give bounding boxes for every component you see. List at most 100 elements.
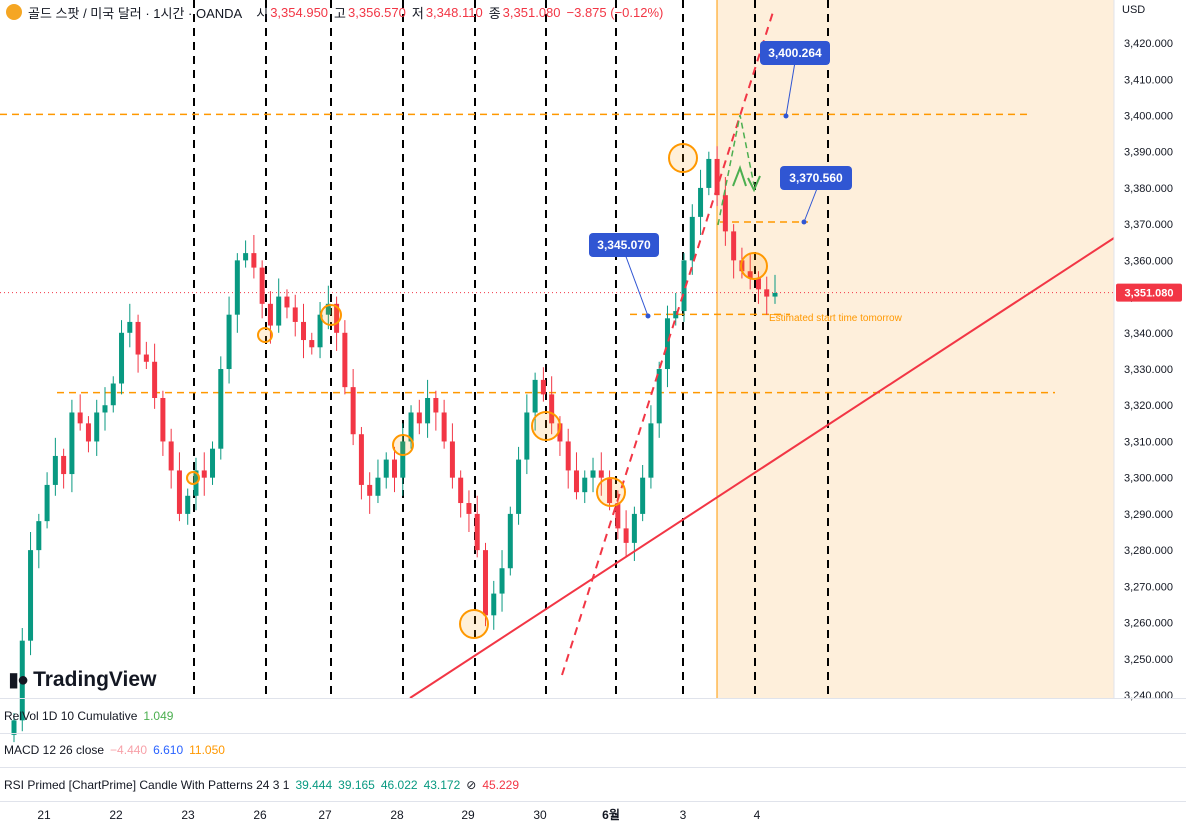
- x-tick-label-5: 28: [390, 808, 404, 822]
- y-tick-label-13: 3,370.000: [1124, 219, 1173, 231]
- currency-label[interactable]: USD: [1122, 4, 1146, 16]
- x-tick-label-3: 26: [253, 808, 267, 822]
- no-signal-icon: ⊘: [466, 778, 477, 792]
- high-value: 3,356.570: [348, 4, 406, 20]
- candle-body-91: [764, 289, 770, 297]
- pattern-circle-4: [740, 252, 768, 280]
- relvol-indicator[interactable]: RelVol 1D 10 Cumulative 1.049: [4, 709, 179, 723]
- candle-body-66: [557, 423, 563, 442]
- candle-body-33: [284, 296, 290, 308]
- candle-body-55: [466, 503, 472, 514]
- candle-body-31: [267, 303, 273, 326]
- candle-body-30: [259, 267, 265, 304]
- candle-body-73: [615, 503, 621, 529]
- candle-body-49: [416, 412, 422, 424]
- x-tick-label-1: 22: [109, 808, 123, 822]
- candle-body-24: [210, 448, 216, 478]
- time-axis-divider: [0, 801, 1186, 802]
- candle-body-92: [772, 292, 778, 297]
- candle-body-43: [367, 484, 373, 496]
- y-tick-label-18: 3,420.000: [1124, 38, 1173, 50]
- candle-body-44: [375, 477, 381, 496]
- candle-body-7: [69, 412, 75, 475]
- support-trendline: [409, 237, 1115, 699]
- candle-body-20: [176, 470, 182, 514]
- rsi-indicator[interactable]: RSI Primed [ChartPrime] Candle With Patt…: [4, 778, 525, 792]
- candle-body-69: [582, 477, 588, 493]
- pattern-circle-3: [668, 143, 698, 173]
- candle-body-0: [11, 720, 17, 735]
- x-tick-label-0: 21: [37, 808, 51, 822]
- symbol-title[interactable]: 골드 스팟 / 미국 달러 · 1시간 · OANDA: [28, 5, 243, 21]
- price-callout-label-1: 3,370.560: [789, 171, 843, 185]
- candle-body-40: [342, 332, 348, 388]
- close-label: 종: [488, 5, 501, 21]
- candle-body-2: [28, 550, 34, 641]
- callout-connector-2: [803, 185, 819, 223]
- macd-indicator[interactable]: MACD 12 26 close −4.440 6.610 11.050: [4, 743, 231, 757]
- candle-body-32: [276, 296, 282, 326]
- candle-body-51: [433, 397, 439, 413]
- candle-body-34: [292, 307, 298, 322]
- candle-body-26: [226, 314, 232, 370]
- candle-body-83: [698, 187, 704, 217]
- pattern-circle-8: [186, 471, 200, 485]
- candle-body-79: [664, 318, 670, 370]
- high-label: 고: [334, 5, 347, 21]
- candle-body-75: [631, 513, 637, 543]
- candle-body-54: [458, 477, 464, 504]
- x-tick-label-9: 3: [680, 808, 687, 822]
- candle-body-47: [400, 441, 406, 478]
- y-tick-label-14: 3,380.000: [1124, 183, 1173, 195]
- tv-logo-icon: ▮●: [8, 669, 29, 691]
- y-tick-label-15: 3,390.000: [1124, 147, 1173, 159]
- y-tick-label-9: 3,330.000: [1124, 364, 1173, 376]
- candle-body-86: [722, 195, 728, 232]
- macd-v1: −4.440: [110, 743, 148, 757]
- low-label: 저: [411, 5, 424, 21]
- candle-body-23: [201, 470, 207, 478]
- candle-body-70: [590, 470, 596, 478]
- candle-body-12: [110, 383, 116, 406]
- candle-body-71: [598, 470, 604, 478]
- macd-v2: 6.610: [153, 743, 184, 757]
- tv-brand-name: TradingView: [33, 667, 157, 691]
- close-value: 3,351.080: [502, 4, 561, 20]
- x-tick-label-8: 6월: [602, 807, 620, 822]
- y-tick-label-5: 3,290.000: [1124, 509, 1173, 521]
- candle-body-52: [441, 412, 447, 442]
- candle-body-11: [102, 405, 108, 413]
- rsi-v5: 45.229: [482, 778, 520, 792]
- candle-body-19: [168, 441, 174, 471]
- candle-body-48: [408, 412, 414, 442]
- candle-body-39: [334, 303, 340, 333]
- candle-body-6: [61, 455, 67, 475]
- y-tick-label-2: 3,260.000: [1124, 618, 1173, 630]
- candle-body-16: [143, 354, 149, 362]
- estimated-start-note: Estimated start time tomorrow: [769, 313, 903, 324]
- open-label: 시: [256, 5, 269, 21]
- candle-body-38: [325, 303, 331, 315]
- candle-body-89: [747, 271, 753, 279]
- forecast-arrow-down: [747, 175, 761, 193]
- relvol-value: 1.049: [143, 709, 174, 723]
- candle-body-27: [234, 260, 240, 315]
- candle-body-29: [251, 253, 257, 268]
- x-tick-label-2: 23: [181, 808, 195, 822]
- candle-body-72: [607, 477, 613, 504]
- candle-body-64: [540, 379, 546, 395]
- candle-body-63: [532, 379, 538, 413]
- candle-body-87: [731, 231, 737, 261]
- candle-body-62: [524, 412, 530, 460]
- y-tick-label-1: 3,250.000: [1124, 654, 1173, 666]
- candle-body-15: [135, 321, 141, 355]
- candle-body-45: [383, 459, 389, 478]
- candle-body-65: [549, 394, 555, 424]
- candle-body-37: [317, 314, 323, 348]
- candle-body-90: [755, 278, 761, 290]
- macd-name: MACD 12 26 close: [4, 743, 105, 757]
- candle-body-3: [36, 521, 42, 551]
- y-tick-label-17: 3,410.000: [1124, 74, 1173, 86]
- candle-body-28: [243, 253, 249, 261]
